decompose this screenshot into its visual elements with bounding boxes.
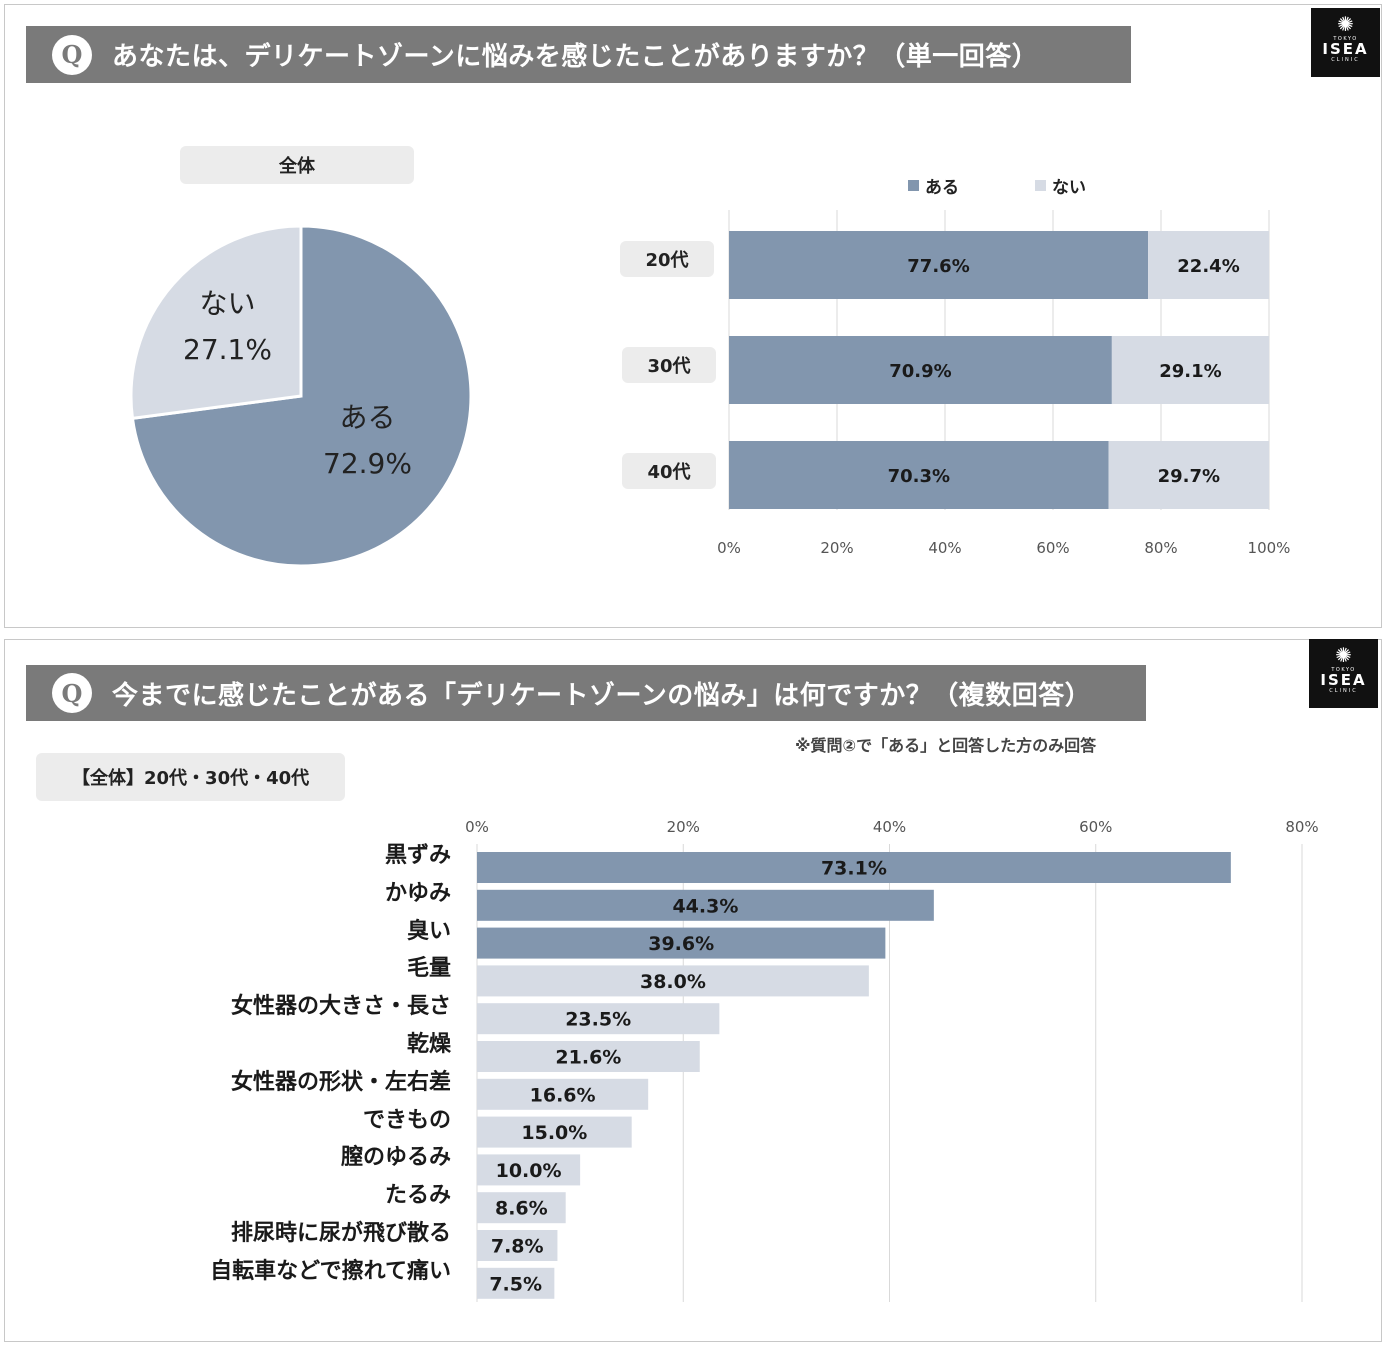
logo-tokyo: TOKYO bbox=[1333, 36, 1358, 42]
sunburst-icon: ✺ bbox=[1335, 643, 1352, 667]
bar-value-label: 44.3% bbox=[672, 895, 738, 917]
question-q-icon: Q bbox=[52, 34, 92, 75]
bar-value-label: 29.7% bbox=[1158, 466, 1220, 487]
bar bbox=[477, 852, 1231, 883]
pie-label-value: 72.9% bbox=[323, 447, 412, 480]
pie-label-nai: ない 27.1% bbox=[165, 281, 290, 373]
bar bbox=[477, 889, 934, 921]
bar-segment-nai bbox=[1148, 231, 1269, 299]
x-tick-label: 0% bbox=[717, 539, 741, 557]
bar-value-label: 23.5% bbox=[565, 1009, 631, 1031]
sunburst-icon: ✺ bbox=[1337, 12, 1354, 36]
bar bbox=[477, 965, 869, 997]
category-label: 乾燥 bbox=[406, 1032, 451, 1057]
pie-chart bbox=[129, 224, 473, 568]
x-tick-label: 60% bbox=[1079, 818, 1112, 836]
bar-value-label: 7.8% bbox=[491, 1236, 544, 1258]
concerns-bar-chart: 0% 20% 40% 60% 80% 73.1% 44.3% 39.6% 38.0% 23.5% 2… bbox=[465, 818, 1319, 1302]
bar-value-label: 73.1% bbox=[821, 858, 887, 880]
bar-value-label: 16.6% bbox=[530, 1084, 596, 1106]
pie-label-value: 27.1% bbox=[183, 333, 272, 366]
x-tick-label: 60% bbox=[1036, 539, 1069, 557]
bar-value-label: 7.5% bbox=[489, 1273, 542, 1295]
legend-swatch-dark bbox=[908, 180, 919, 191]
bar bbox=[477, 1192, 566, 1224]
question-q-icon: Q bbox=[52, 673, 92, 713]
pie-slice-1 bbox=[129, 224, 303, 421]
category-label: 排尿時に尿が飛び散る bbox=[230, 1221, 451, 1246]
category-label: かゆみ bbox=[384, 880, 451, 906]
group-label: 【全体】20代・30代・40代 bbox=[36, 753, 345, 801]
bar-value-label: 15.0% bbox=[521, 1122, 587, 1144]
bar-segment-aru bbox=[729, 441, 1109, 509]
age-label-30s: 30代 bbox=[622, 347, 716, 383]
question-header: Q あなたは、デリケートゾーンに悩みを感じたことがありますか？（単一回答） bbox=[26, 26, 1131, 83]
bar-value-label: 29.1% bbox=[1159, 361, 1221, 382]
x-tick-label: 40% bbox=[873, 818, 906, 836]
bar-segment-aru bbox=[729, 231, 1149, 299]
bar-value-label: 77.6% bbox=[907, 256, 969, 277]
question-text: 今までに感じたことがある「デリケートゾーンの悩み」は何ですか？（複数回答） bbox=[112, 680, 1092, 711]
bar-value-label: 21.6% bbox=[555, 1047, 621, 1069]
pie-label-name: ある bbox=[339, 401, 396, 434]
bar bbox=[477, 1041, 700, 1072]
bar bbox=[477, 1154, 581, 1186]
legend-swatch-light bbox=[1035, 180, 1046, 191]
bar-value-label: 10.0% bbox=[496, 1160, 562, 1182]
bar-value-label: 38.0% bbox=[640, 971, 706, 993]
bar bbox=[477, 1230, 558, 1261]
category-label: 膣のゆるみ bbox=[340, 1145, 451, 1171]
bar-value-label: 70.9% bbox=[889, 361, 951, 382]
logo-brand: ISEA bbox=[1320, 671, 1367, 689]
bar-segment-nai bbox=[1108, 441, 1269, 509]
legend-aru: ある bbox=[908, 173, 959, 198]
category-label: 女性器の大きさ・長さ bbox=[230, 994, 451, 1020]
bar bbox=[477, 1267, 555, 1299]
bar-value-label: 22.4% bbox=[1177, 256, 1239, 277]
category-label: 自転車などで擦れて痛い bbox=[210, 1258, 451, 1284]
question-text: あなたは、デリケートゾーンに悩みを感じたことがありますか？（単一回答） bbox=[112, 42, 1039, 72]
bar bbox=[477, 927, 886, 959]
question-header: Q 今までに感じたことがある「デリケートゾーンの悩み」は何ですか？（複数回答） bbox=[26, 665, 1146, 721]
legend-nai: ない bbox=[1035, 173, 1086, 198]
x-tick-label: 40% bbox=[928, 539, 961, 557]
bar-segment-nai bbox=[1111, 336, 1269, 404]
x-tick-label: 0% bbox=[465, 818, 489, 836]
bar-value-label: 39.6% bbox=[648, 933, 714, 955]
bar bbox=[477, 1078, 649, 1110]
legend-label: ない bbox=[1052, 178, 1086, 198]
x-tick-label: 100% bbox=[1248, 539, 1291, 557]
bar bbox=[477, 1003, 720, 1035]
isea-logo: ✺ TOKYO ISEA CLINIC bbox=[1309, 639, 1378, 708]
logo-tokyo: TOKYO bbox=[1331, 667, 1356, 673]
category-label: 臭い bbox=[406, 918, 451, 944]
x-tick-label: 80% bbox=[1144, 539, 1177, 557]
pie-title: 全体 bbox=[180, 146, 414, 184]
logo-clinic: CLINIC bbox=[1331, 57, 1360, 63]
survey-panel-1: Q あなたは、デリケートゾーンに悩みを感じたことがありますか？（単一回答） ✺ … bbox=[4, 4, 1382, 628]
category-label: 女性器の形状・左右差 bbox=[230, 1069, 451, 1095]
category-label: 黒ずみ bbox=[384, 843, 451, 868]
category-label: たるみ bbox=[384, 1183, 451, 1209]
logo-clinic: CLINIC bbox=[1329, 688, 1358, 694]
age-label-40s: 40代 bbox=[622, 453, 716, 489]
x-tick-label: 20% bbox=[820, 539, 853, 557]
x-tick-label: 20% bbox=[667, 818, 700, 836]
bar bbox=[477, 1116, 632, 1148]
bar-value-label: 70.3% bbox=[888, 466, 950, 487]
logo-brand: ISEA bbox=[1322, 40, 1369, 58]
x-tick-label: 80% bbox=[1285, 818, 1318, 836]
pie-label-aru: ある 72.9% bbox=[305, 395, 430, 487]
age-label-20s: 20代 bbox=[620, 241, 714, 277]
pie-label-name: ない bbox=[199, 287, 256, 320]
stacked-bar-chart: 0% 20% 40% 60% 80% 100% 77.6% 22.4% 70.9% 29.1% 70… bbox=[717, 210, 1291, 557]
bar-value-label: 8.6% bbox=[495, 1198, 548, 1220]
isea-logo: ✺ TOKYO ISEA CLINIC bbox=[1311, 8, 1380, 77]
bar-segment-aru bbox=[729, 336, 1112, 404]
category-label: 毛量 bbox=[406, 956, 451, 982]
category-label: できもの bbox=[362, 1107, 451, 1133]
legend-label: ある bbox=[925, 178, 959, 198]
respondent-note: ※質問②で「ある」と回答した方のみ回答 bbox=[795, 736, 1097, 755]
